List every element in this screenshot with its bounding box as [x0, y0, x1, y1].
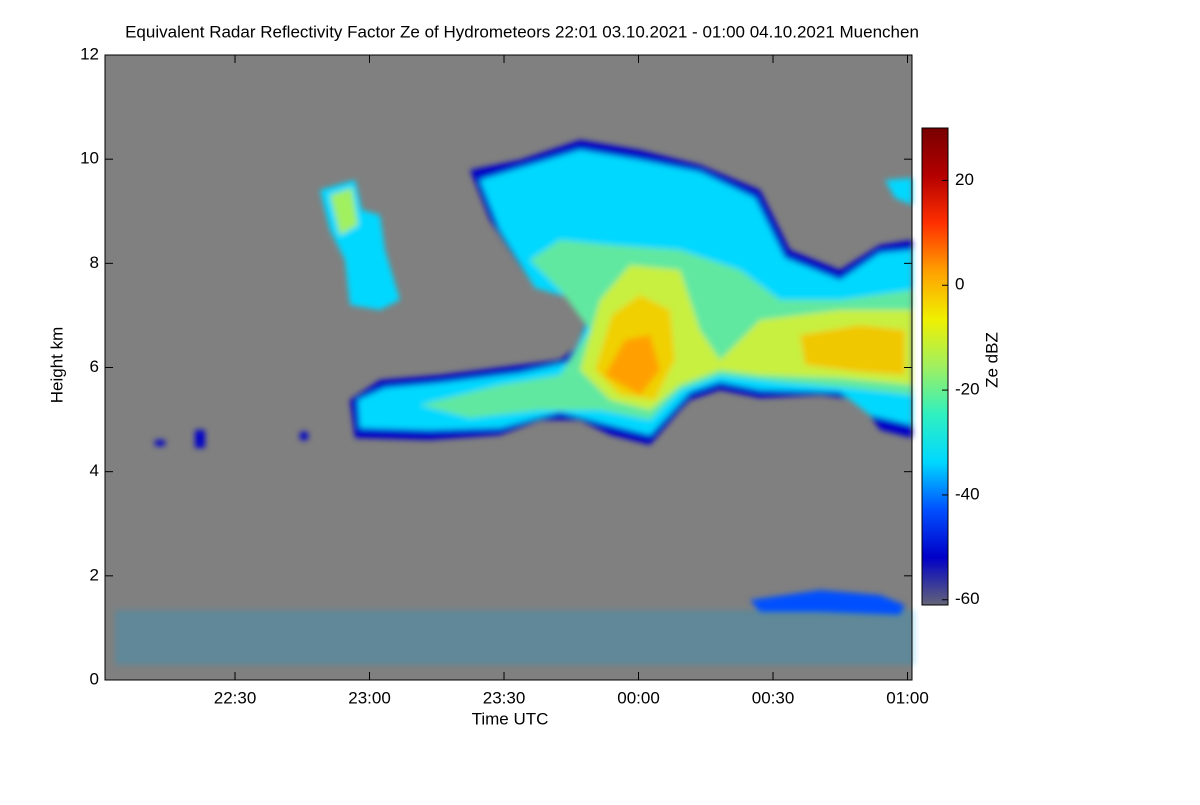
y-tick-label: 0 [90, 669, 99, 688]
chart-title: Equivalent Radar Reflectivity Factor Ze … [125, 22, 919, 41]
radar-echoes [115, 140, 915, 665]
colorbar-tick-label: -20 [955, 380, 980, 399]
x-tick-label: 00:30 [752, 688, 795, 707]
colorbar-tick-label: 0 [955, 275, 964, 294]
y-tick-label: 2 [90, 565, 99, 584]
colorbar-label: Ze dBZ [982, 332, 1001, 388]
y-axis-label: Height km [47, 327, 66, 404]
x-tick-label: 01:00 [886, 688, 929, 707]
x-tick-label: 22:30 [214, 688, 257, 707]
colorbar-tick-label: 20 [955, 170, 974, 189]
y-tick-label: 8 [90, 253, 99, 272]
y-tick-label: 12 [80, 44, 99, 63]
colorbar-tick-label: -60 [955, 589, 980, 608]
y-tick-label: 4 [90, 461, 99, 480]
x-axis-label: Time UTC [472, 709, 549, 728]
x-tick-label: 23:00 [348, 688, 391, 707]
colorbar [921, 127, 949, 606]
colorbar-tick-label: -40 [955, 484, 980, 503]
x-tick-label: 23:30 [483, 688, 526, 707]
y-tick-label: 6 [90, 357, 99, 376]
x-tick-label: 00:00 [617, 688, 660, 707]
y-tick-label: 10 [80, 149, 99, 168]
